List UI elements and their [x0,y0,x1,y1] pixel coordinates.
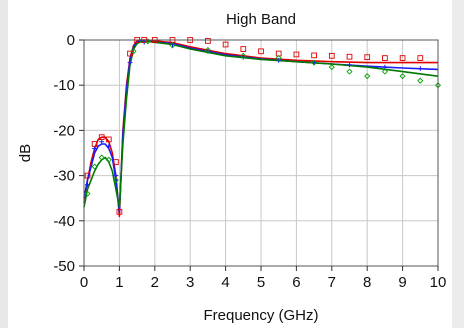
y-tick-label-2: -20 [53,122,75,139]
series-5-marker-3 [105,156,112,163]
x-tick-label-4: 4 [221,274,229,291]
right-border-strip [452,0,464,328]
series-4-marker-18 [311,52,317,59]
series-4-marker-4 [113,159,119,165]
x-tick-label-5: 5 [257,274,265,291]
series-5-marker-15 [381,68,388,75]
series-5-marker-8 [204,46,211,53]
series-4-marker-23 [399,55,406,61]
series-3-marker-12 [347,62,352,68]
series-3-marker-2 [99,139,105,145]
series-5-marker-10 [275,55,282,62]
series-3-marker-5 [127,60,133,65]
series-4-marker-20 [346,53,353,60]
x-tick-label-10: 10 [430,274,447,291]
x-tick-label-8: 8 [363,274,371,291]
y-tick-labels: 0 -10 -20 -30 -40 -50 [53,32,84,275]
series-4-marker-21 [364,54,371,61]
series-5-marker-4 [112,177,119,184]
series-3-marker-0 [85,182,90,188]
series-5-marker-2 [98,154,105,161]
left-border-strip [0,0,8,328]
series-5-marker-12 [328,64,335,71]
series-4-marker-13 [222,41,229,48]
series-5-marker-14 [364,73,371,80]
series-4-marker-19 [328,52,335,59]
series-3-marker-3 [106,143,112,149]
x-tick-label-1: 1 [115,274,123,291]
series-layer [83,37,442,218]
y-axis-label: dB [17,144,34,162]
series-4-marker-24 [417,55,424,61]
series-4-marker-12 [205,38,211,44]
y-tick-label-0: 0 [67,32,75,49]
x-tick-label-9: 9 [398,274,406,291]
series-4-marker-15 [258,48,264,55]
series-5-marker-5 [130,48,137,55]
series-4-marker-1 [91,141,98,147]
series-4-marker-0 [84,172,91,179]
series-3-marker-11 [311,60,317,65]
series-4-marker-14 [240,46,247,52]
x-tick-label-2: 2 [151,274,159,291]
chart-title: High Band [226,11,296,28]
x-tick-labels: 0 1 2 3 4 5 6 7 8 9 10 [80,266,447,291]
series-4-marker-3 [105,136,112,143]
x-tick-label-7: 7 [328,274,336,291]
series-4-marker-5 [116,208,123,215]
series-5-marker-0 [84,190,91,197]
series-5-marker-17 [417,77,424,84]
series-5-marker-7 [169,42,176,49]
series-4-marker-22 [382,55,388,61]
x-tick-label-3: 3 [186,274,194,291]
series-5-marker-1 [91,163,98,170]
x-tick-label-0: 0 [80,274,88,291]
series-4-marker-17 [293,51,300,58]
y-tick-label-4: -40 [53,213,75,230]
x-axis-label: Frequency (GHz) [203,307,318,324]
y-tick-label-1: -10 [53,77,75,94]
y-tick-label-5: -50 [53,258,75,275]
series-4-marker-2 [98,134,105,141]
series-4-marker-6 [127,50,133,57]
series-5-marker-11 [311,59,318,66]
x-tick-label-6: 6 [292,274,300,291]
y-tick-label-3: -30 [53,168,75,185]
series-5-marker-6 [144,38,151,45]
series-5-marker-13 [346,68,353,75]
series-5-marker-9 [240,52,247,59]
series-5-marker-16 [399,73,406,80]
series-3-marker-1 [92,146,98,151]
series-3-marker-14 [417,66,423,71]
